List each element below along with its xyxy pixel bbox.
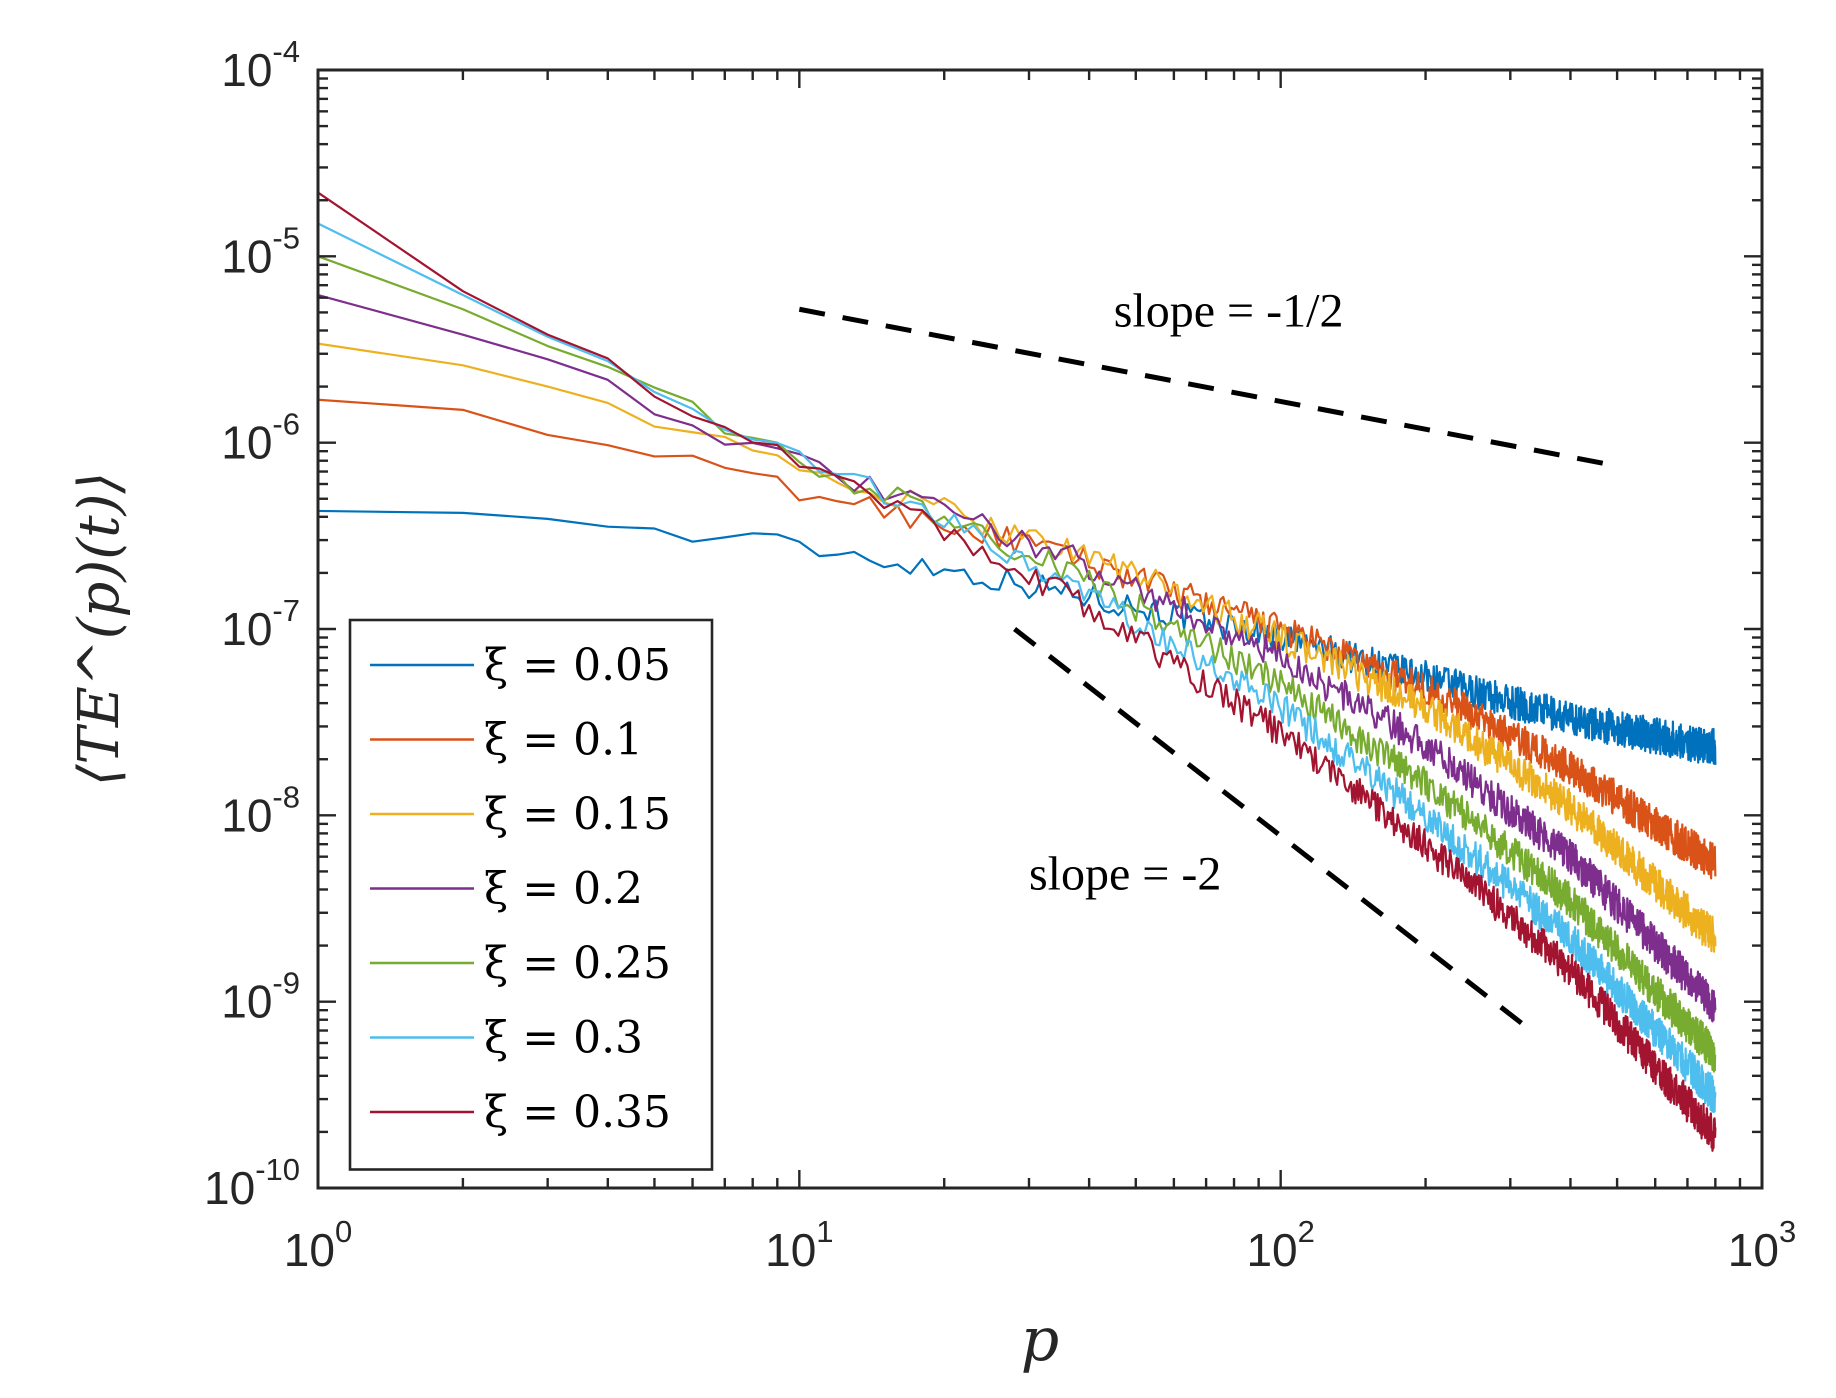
y-tick-base: 10: [221, 230, 272, 282]
reference-line: [798, 306, 1618, 469]
y-tick-base: 10: [221, 44, 272, 96]
y-tick-label: 10-5: [221, 220, 300, 282]
ticks-layer: [316, 68, 1764, 1190]
y-axis-label: ⟨TE^(p)(t)⟩: [67, 472, 132, 787]
y-tick-exp: -9: [272, 966, 300, 1001]
x-tick-exp: 2: [1298, 1214, 1315, 1249]
legend-label: ξ = 0.25: [484, 938, 671, 989]
x-tick-base: 10: [765, 1224, 816, 1276]
y-tick-label: 10-8: [221, 779, 300, 841]
series-layer: [317, 191, 1717, 1152]
y-tick-label: 10-10: [204, 1152, 300, 1214]
x-tick-labels: 100 101 102 103: [284, 1214, 1796, 1276]
x-tick-exp: 0: [335, 1214, 352, 1249]
reference-label: slope = -1/2: [1114, 285, 1344, 338]
x-tick-base: 10: [1246, 1224, 1297, 1276]
y-tick-exp: -6: [272, 407, 300, 442]
y-tick-base: 10: [221, 603, 272, 655]
y-tick-base: 10: [221, 976, 272, 1028]
x-tick-label: 103: [1728, 1214, 1796, 1276]
legend-label: ξ = 0.3: [484, 1013, 643, 1064]
x-tick-base: 10: [284, 1224, 335, 1276]
y-tick-exp: -4: [272, 34, 300, 69]
x-tick-label: 102: [1246, 1214, 1314, 1276]
x-tick-base: 10: [1728, 1224, 1779, 1276]
y-tick-label: 10-6: [221, 407, 300, 469]
legend-label: ξ = 0.2: [484, 864, 643, 915]
y-tick-base: 10: [204, 1162, 255, 1214]
reference-line: [1013, 627, 1526, 1027]
series-line: [317, 398, 1717, 880]
legend-label: ξ = 0.1: [484, 715, 643, 766]
y-tick-base: 10: [221, 789, 272, 841]
y-tick-base: 10: [221, 417, 272, 469]
legend-label: ξ = 0.05: [484, 640, 671, 691]
series-line: [317, 191, 1717, 1152]
series-line: [317, 342, 1717, 953]
legend-box: [348, 618, 714, 1171]
y-tick-exp: -8: [272, 779, 300, 814]
series-line: [317, 255, 1717, 1073]
reference-label: slope = -2: [1029, 847, 1221, 900]
y-tick-exp: -7: [272, 593, 300, 628]
reference-lines: [798, 306, 1618, 1027]
y-tick-label: 10-4: [221, 34, 300, 96]
y-tick-exp: -5: [272, 220, 300, 255]
legend-label: ξ = 0.15: [484, 789, 671, 840]
x-tick-exp: 3: [1779, 1214, 1796, 1249]
reference-labels: slope = -1/2 slope = -2: [1029, 285, 1343, 901]
y-tick-label: 10-7: [221, 593, 300, 655]
x-tick-label: 100: [284, 1214, 352, 1276]
legend: ξ = 0.05 ξ = 0.1 ξ = 0.15 ξ = 0.2 ξ = 0.25 ξ …: [348, 618, 714, 1171]
x-axis-label: p: [1021, 1305, 1059, 1375]
series-line: [317, 222, 1717, 1114]
y-tick-label: 10-9: [221, 966, 300, 1028]
legend-label: ξ = 0.35: [484, 1087, 671, 1138]
x-tick-label: 101: [765, 1214, 833, 1276]
series-line: [317, 293, 1717, 1023]
x-tick-exp: 1: [816, 1214, 833, 1249]
y-tick-exp: -10: [255, 1152, 300, 1187]
